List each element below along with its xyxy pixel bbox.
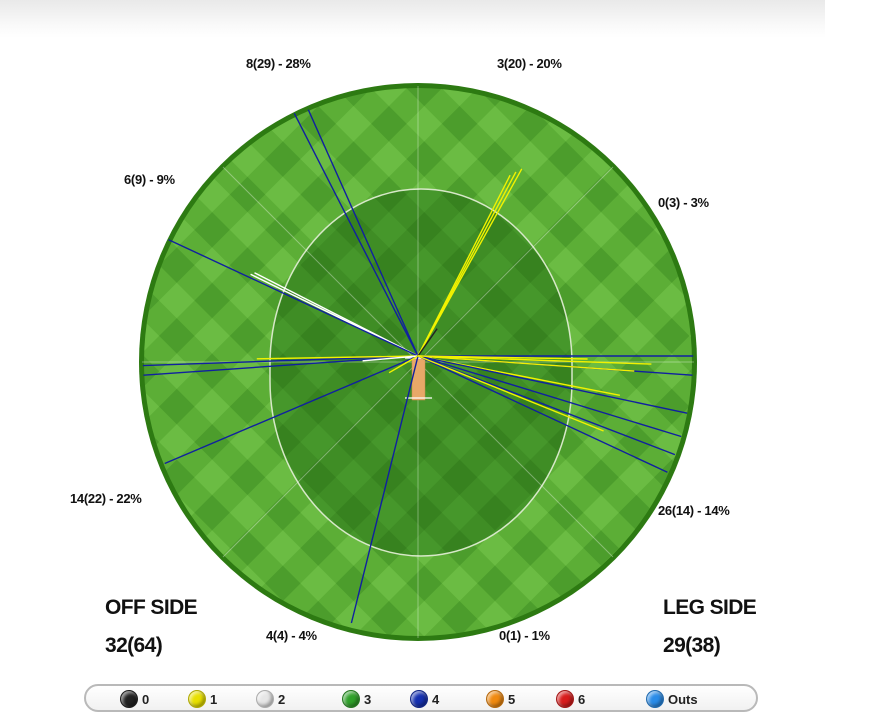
legend-label: 4	[432, 691, 440, 707]
ball-icon-five	[486, 690, 504, 708]
ball-icon-one	[188, 690, 206, 708]
segment-label-3: 26(14) - 14%	[658, 503, 730, 518]
legend-item-5[interactable]: 5	[486, 689, 515, 709]
shot-line-8	[256, 355, 419, 360]
shot-line-25	[417, 355, 604, 432]
ball-icon-two	[256, 690, 274, 708]
legend-label: 0	[142, 691, 150, 707]
legend-item-6[interactable]: 6	[556, 689, 585, 709]
leg-side-score: 29(38)	[663, 634, 721, 657]
shot-line-1	[293, 112, 419, 357]
legend-label: 5	[508, 691, 516, 707]
segment-label-2: 0(3) - 3%	[658, 195, 709, 210]
ball-icon-three	[342, 690, 360, 708]
pitch	[411, 355, 426, 401]
shot-line-5	[142, 355, 419, 367]
shot-line-22	[417, 355, 682, 438]
shot-line-7	[164, 355, 419, 465]
segment-label-5: 4(4) - 4%	[266, 628, 317, 643]
shot-line-11	[388, 355, 419, 374]
legend-item-outs[interactable]: Outs	[646, 689, 698, 709]
shot-line-24	[417, 355, 668, 473]
ball-icon-four	[410, 690, 428, 708]
shot-line-23	[417, 355, 676, 456]
ball-icon-dot	[120, 690, 138, 708]
ball-icon-six	[556, 690, 574, 708]
legend-item-3[interactable]: 3	[342, 689, 371, 709]
legend-label: 2	[278, 691, 286, 707]
shot-line-3	[254, 272, 419, 357]
legend-label: Outs	[668, 691, 698, 707]
shot-lines	[142, 109, 694, 624]
off-side-score: 32(64)	[105, 634, 163, 657]
top-banner	[0, 0, 825, 38]
segment-label-1: 3(20) - 20%	[497, 56, 562, 71]
ball-icon-outs	[646, 690, 664, 708]
segment-label-4: 0(1) - 1%	[499, 628, 550, 643]
segment-label-6: 14(22) - 22%	[70, 491, 142, 506]
leg-side-title: LEG SIDE	[663, 596, 757, 619]
segment-label-0: 8(29) - 28%	[246, 56, 311, 71]
legend-item-1[interactable]: 1	[188, 689, 217, 709]
shot-line-0	[307, 109, 419, 357]
segment-label-7: 6(9) - 9%	[124, 172, 175, 187]
legend-item-4[interactable]: 4	[410, 689, 439, 709]
right-margin	[825, 0, 872, 726]
shot-line-14	[417, 174, 511, 357]
shot-line-19	[417, 355, 635, 372]
shot-line-9	[362, 355, 419, 362]
shot-line-4	[168, 239, 419, 357]
shot-line-15	[417, 328, 438, 357]
off-side-title: OFF SIDE	[105, 596, 198, 619]
shot-line-26	[417, 355, 588, 360]
runs-legend: 0 1 2 3 4 5 6 Outs	[84, 684, 758, 712]
legend-item-0[interactable]: 0	[120, 689, 149, 709]
legend-label: 1	[210, 691, 218, 707]
shot-line-21	[417, 355, 688, 414]
shot-line-6	[143, 355, 419, 376]
shot-line-10	[350, 355, 419, 624]
legend-label: 3	[364, 691, 372, 707]
legend-label: 6	[578, 691, 586, 707]
legend-item-2[interactable]: 2	[256, 689, 285, 709]
